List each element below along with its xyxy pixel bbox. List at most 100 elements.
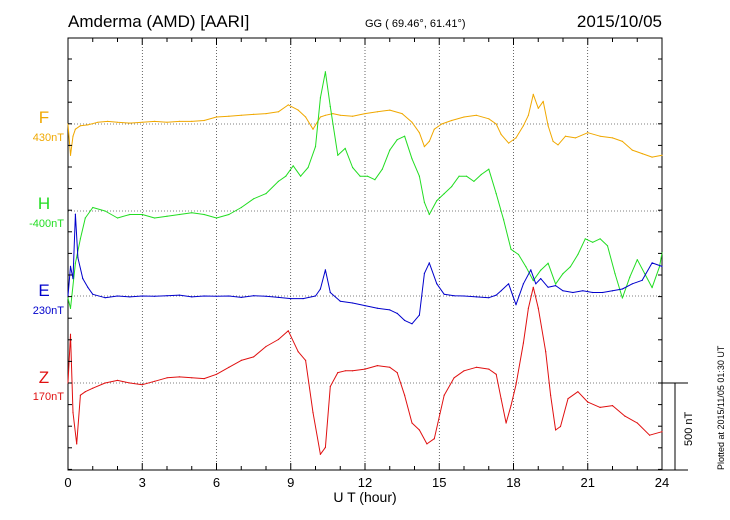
series-H-point	[141, 213, 143, 216]
series-E-point	[404, 319, 406, 321]
series-F-point	[552, 140, 554, 142]
series-Z-point	[178, 376, 180, 378]
series-E-point	[500, 290, 502, 292]
series-E-name: E	[38, 281, 49, 300]
scale-bar: 500 nT	[662, 382, 695, 471]
series-Z-point	[84, 391, 86, 393]
series-E-point	[319, 288, 321, 290]
x-tick-label: 24	[655, 475, 669, 490]
series-H-name: H	[38, 194, 50, 213]
series-E-point	[540, 278, 542, 280]
series-E-point	[228, 295, 230, 297]
series-Z-point	[305, 359, 307, 361]
series-Z-point	[364, 368, 366, 370]
series-Z-point	[636, 422, 638, 424]
series-F-point	[141, 121, 143, 123]
series-Z-point	[495, 373, 497, 375]
series-H-point	[366, 175, 369, 177]
series-H-point	[577, 253, 579, 256]
series-F-point	[418, 132, 420, 134]
series-E-point	[69, 265, 72, 267]
series-H-point	[614, 273, 616, 275]
series-Z-point	[203, 378, 205, 380]
series-H-point	[154, 217, 156, 219]
series-F-point	[72, 135, 74, 137]
series-H-point	[458, 175, 460, 177]
x-axis-title: U T (hour)	[333, 489, 396, 505]
series-H-point	[352, 166, 354, 169]
series-F-point	[79, 125, 81, 127]
series-E-point	[203, 295, 205, 297]
series-E-point	[265, 295, 267, 297]
series-Z-point	[312, 412, 314, 414]
series-E-point	[116, 295, 119, 297]
station-coords: GG ( 69.46°, 61.41°)	[365, 18, 466, 30]
series-Z-point	[532, 286, 534, 288]
series-H-point	[84, 217, 86, 219]
series-Z-point	[624, 415, 626, 417]
series-Z-name: Z	[39, 368, 49, 387]
series-H-baseline: -400nT	[29, 218, 64, 230]
series-H-point	[292, 165, 294, 167]
series-F-point	[107, 120, 109, 122]
series-E-point	[104, 297, 106, 299]
series-Z-point	[253, 356, 255, 358]
series-Z-point	[141, 384, 143, 386]
series-F-point	[389, 109, 391, 111]
series-Z-point	[463, 370, 465, 372]
series-E-point	[166, 295, 168, 297]
series-H-point	[599, 238, 601, 240]
series-F-baseline: 430nT	[33, 132, 64, 144]
series-Z-point	[453, 377, 455, 379]
series-H-point	[314, 146, 317, 148]
series-E-point	[191, 296, 193, 298]
series-E-point	[389, 309, 391, 311]
series-Z-point	[287, 330, 289, 332]
series-Z-point	[92, 387, 94, 389]
series-H-point	[562, 273, 564, 275]
series-F-point	[423, 146, 425, 148]
series-H-point	[547, 262, 549, 264]
series-H-point	[389, 149, 391, 151]
series-F-point	[129, 122, 131, 124]
series-F-point	[542, 100, 544, 102]
series-E-point	[530, 269, 532, 271]
series-F-point	[178, 120, 180, 122]
series-Z-point	[329, 385, 331, 388]
series-E-point	[463, 295, 465, 297]
x-tick-label: 18	[506, 475, 520, 490]
series-E-point	[547, 286, 549, 288]
series-H-point	[178, 213, 180, 216]
series-H-point	[215, 217, 218, 219]
series-Z-point	[166, 377, 168, 379]
series-F-point	[428, 140, 430, 142]
series-Z-line	[67, 286, 663, 455]
series-Z-baseline: 170nT	[33, 391, 64, 403]
date-label: 2015/10/05	[577, 12, 662, 31]
series-E-point	[352, 302, 354, 304]
series-E-point	[495, 294, 497, 296]
series-F-point	[97, 121, 99, 123]
series-Z-point	[396, 372, 398, 374]
series-F-point	[463, 116, 465, 118]
series-E-point	[324, 269, 326, 271]
series-E-point	[154, 295, 156, 297]
series-F-point	[87, 124, 89, 126]
series-E-point	[411, 323, 413, 325]
series-H-point	[396, 139, 398, 141]
series-F-point	[451, 119, 453, 122]
series-E-point	[508, 283, 510, 285]
series-E-point	[314, 295, 317, 297]
series-H-point	[629, 276, 631, 278]
series-H-point	[451, 186, 453, 188]
series-E-point	[141, 295, 143, 297]
series-F-point	[154, 120, 156, 122]
series-E-point	[423, 272, 425, 274]
series-Z-point	[426, 443, 428, 445]
series-E-point	[290, 298, 292, 300]
series-H-point	[319, 97, 321, 99]
series-Z-point	[555, 429, 557, 431]
x-tick-label: 9	[287, 475, 294, 490]
series-Z-point	[376, 365, 378, 367]
series-H-point	[510, 248, 512, 250]
